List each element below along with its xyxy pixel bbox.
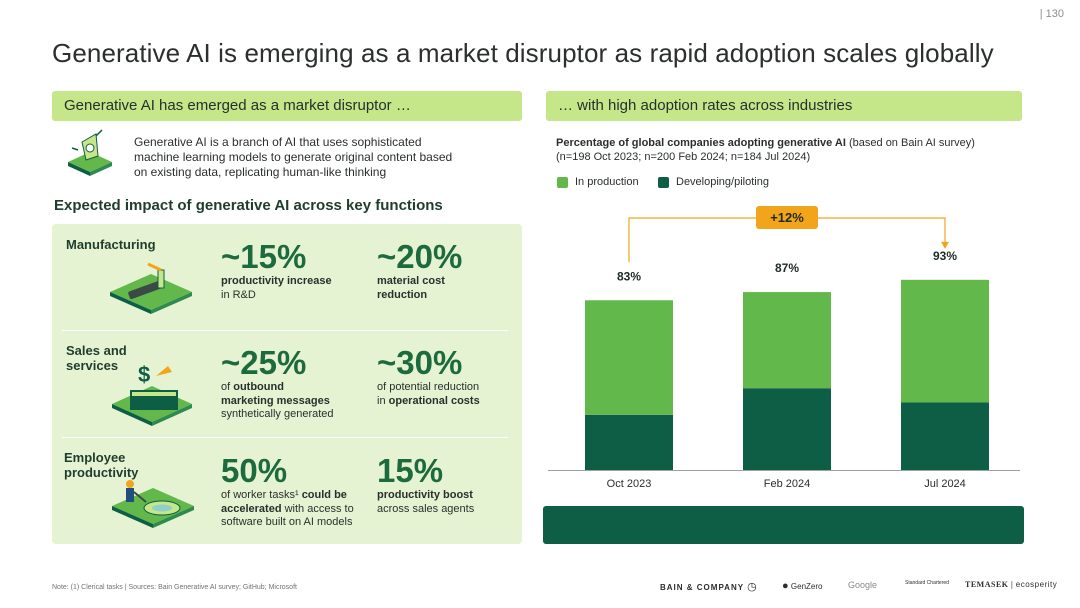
stat-description: material cost reduction bbox=[377, 275, 445, 301]
stat-value: 50% bbox=[221, 452, 288, 489]
bar-in-production bbox=[585, 300, 673, 415]
stat-value: ~30% bbox=[377, 344, 463, 381]
row-divider bbox=[62, 437, 508, 438]
impact-heading: Expected impact of generative AI across … bbox=[54, 197, 443, 214]
bottom-takeaway-bar bbox=[543, 506, 1024, 544]
stat-description: productivity increase in R&D bbox=[221, 275, 332, 301]
stat-value: ~20% bbox=[377, 238, 463, 275]
function-label-employee: Employee productivity bbox=[64, 450, 139, 480]
legend-label-in-production: In production bbox=[575, 176, 639, 188]
logo-temasek: TEMASEK | ecosperity bbox=[965, 580, 1058, 589]
footnote: Note: (1) Clerical tasks | Sources: Bain… bbox=[52, 584, 297, 591]
svg-text:$: $ bbox=[138, 362, 150, 387]
bar-total-label: 87% bbox=[775, 261, 799, 275]
bar-in-production bbox=[901, 279, 989, 403]
legend-swatch-in-production bbox=[557, 177, 568, 188]
adoption-bar-chart: Oct 2023 83% Feb 2024 87% Jul 2024 93% +12% bbox=[548, 206, 1020, 490]
sales-money-icon: $ bbox=[112, 362, 192, 426]
stat-description: productivity boost across sales agents bbox=[377, 489, 475, 515]
bar-developing-piloting bbox=[585, 414, 673, 470]
row-divider bbox=[62, 330, 508, 331]
bar-total-label: 83% bbox=[617, 269, 641, 283]
chart-title: Percentage of global companies adopting … bbox=[556, 137, 975, 163]
stat-description: of potential reduction in operational cos… bbox=[377, 381, 480, 407]
function-label-sales: Sales and services bbox=[66, 343, 127, 373]
page-number: | 130 bbox=[1039, 8, 1064, 20]
logo-bain: BAIN & COMPANY ◷ bbox=[660, 581, 758, 593]
left-section-banner: Generative AI has emerged as a market di… bbox=[52, 91, 522, 121]
legend-label-developing: Developing/piloting bbox=[676, 176, 769, 188]
annotation-label: +12% bbox=[770, 210, 804, 225]
intro-text: Generative AI is a branch of AI that use… bbox=[134, 135, 453, 179]
stat-description: of outbound marketing messages synthetical… bbox=[221, 381, 334, 420]
logo-google: Google bbox=[848, 580, 878, 590]
right-section-banner: … with high adoption rates across indust… bbox=[546, 91, 1022, 121]
logo-standard-chartered: Standard Chartered bbox=[905, 580, 949, 586]
stat-value: ~25% bbox=[221, 344, 307, 381]
stat-value: 15% bbox=[377, 452, 444, 489]
x-tick-label: Oct 2023 bbox=[607, 478, 652, 490]
x-tick-label: Jul 2024 bbox=[924, 478, 966, 490]
stat-value: ~15% bbox=[221, 238, 307, 275]
employee-worker-icon bbox=[112, 480, 194, 528]
bar-developing-piloting bbox=[901, 402, 989, 470]
annotation-badge bbox=[756, 206, 818, 229]
legend-swatch-developing bbox=[658, 177, 669, 188]
ai-illustration-icon bbox=[68, 129, 112, 176]
annotation-arrowhead bbox=[941, 241, 949, 249]
stat-description: of worker tasks¹ could be accelerated wit… bbox=[221, 489, 354, 528]
logo-genzero: ● GenZero bbox=[782, 580, 823, 592]
bar-developing-piloting bbox=[743, 388, 831, 470]
function-label-manufacturing: Manufacturing bbox=[66, 237, 156, 252]
x-tick-label: Feb 2024 bbox=[764, 478, 810, 490]
bar-in-production bbox=[743, 292, 831, 389]
page-title: Generative AI is emerging as a market di… bbox=[52, 38, 994, 68]
manufacturing-robot-icon bbox=[110, 262, 192, 314]
bar-total-label: 93% bbox=[933, 249, 957, 263]
